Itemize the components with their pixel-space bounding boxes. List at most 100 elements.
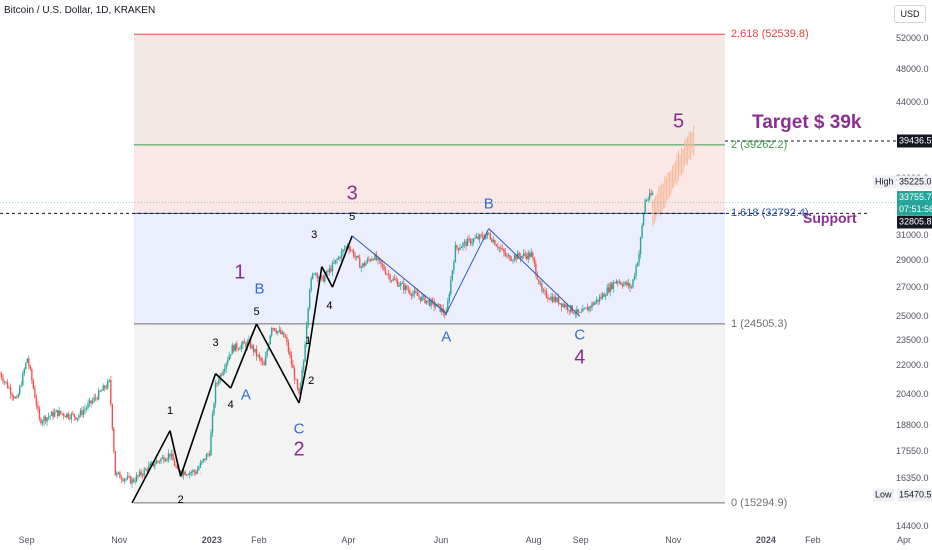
candle [318, 277, 320, 279]
candle [530, 252, 532, 257]
candle [237, 348, 240, 350]
candle [240, 344, 243, 349]
candle [140, 471, 142, 475]
candle [422, 295, 425, 297]
candle [495, 245, 498, 247]
candle [641, 225, 643, 238]
candle [52, 411, 54, 417]
time-tick-label: Jun [433, 535, 449, 545]
extras [0, 140, 896, 214]
candle [340, 251, 343, 259]
candle [554, 297, 557, 302]
candle [79, 410, 82, 416]
fib-zone [134, 323, 725, 503]
candle [618, 282, 621, 283]
candle [254, 348, 256, 352]
candle [588, 306, 590, 311]
candle [630, 287, 633, 288]
candle [620, 282, 622, 285]
price-tick-label: 25000.0 [896, 311, 929, 322]
candle [436, 303, 438, 307]
candle [536, 274, 539, 280]
candle [636, 262, 639, 267]
candle [169, 453, 171, 457]
candle [369, 259, 372, 261]
candle [134, 481, 136, 483]
candle [595, 299, 598, 303]
candle [510, 260, 513, 262]
candle [126, 476, 129, 479]
candle [359, 258, 361, 268]
candle [403, 283, 405, 290]
candle [213, 403, 215, 415]
candle [167, 453, 170, 459]
candle [337, 257, 340, 260]
candle [507, 255, 510, 257]
candle [246, 341, 249, 347]
candle [612, 282, 614, 289]
candle [521, 255, 523, 259]
current-price-value: 33755.7 [899, 192, 932, 202]
candle [119, 472, 121, 479]
candle [381, 264, 384, 266]
price-tick-label: 22000.0 [896, 359, 929, 370]
impulse-wave-line [229, 323, 258, 389]
candle [67, 413, 70, 418]
candle [632, 279, 634, 288]
candle [151, 462, 153, 464]
candle [638, 254, 640, 263]
candle [378, 257, 381, 261]
candle [349, 250, 352, 251]
fib-zones [134, 33, 725, 504]
candle [260, 357, 262, 362]
candle [146, 469, 148, 472]
candle [91, 400, 94, 404]
candle [401, 283, 403, 284]
candle [325, 271, 328, 276]
candle [486, 232, 488, 236]
candle [179, 470, 182, 474]
candle [589, 306, 592, 308]
price-tick-label: 29000.0 [896, 254, 929, 265]
candle [231, 345, 233, 355]
candle [570, 305, 572, 312]
candle [2, 377, 4, 382]
candle [474, 238, 476, 239]
candle [85, 407, 88, 410]
candle [289, 351, 291, 356]
candle [233, 345, 235, 352]
impulse-wave-line [298, 364, 308, 404]
candle [3, 381, 6, 383]
candle [307, 308, 309, 326]
candle [99, 390, 101, 392]
candle [395, 279, 397, 281]
candle [428, 300, 431, 306]
candle [607, 287, 610, 293]
candle [255, 348, 258, 357]
candle [513, 255, 516, 260]
candle [102, 385, 104, 391]
candle [647, 198, 649, 201]
primary-wave-label: 1 [234, 261, 246, 284]
candle [465, 241, 467, 247]
candle [252, 345, 255, 352]
candle [204, 458, 206, 461]
candle [462, 243, 464, 247]
candle [216, 383, 218, 384]
candle [190, 472, 192, 473]
candle [526, 255, 528, 259]
currency-selector[interactable]: USD [894, 5, 926, 23]
candle [205, 454, 208, 461]
candle [522, 253, 525, 256]
candle [480, 234, 482, 236]
candle [38, 408, 41, 419]
candle [6, 382, 9, 388]
candle [176, 467, 179, 469]
candle [504, 252, 507, 256]
candle [308, 290, 311, 309]
candle [223, 368, 226, 372]
candle [451, 270, 454, 280]
candle [626, 282, 628, 286]
candle [114, 450, 117, 476]
